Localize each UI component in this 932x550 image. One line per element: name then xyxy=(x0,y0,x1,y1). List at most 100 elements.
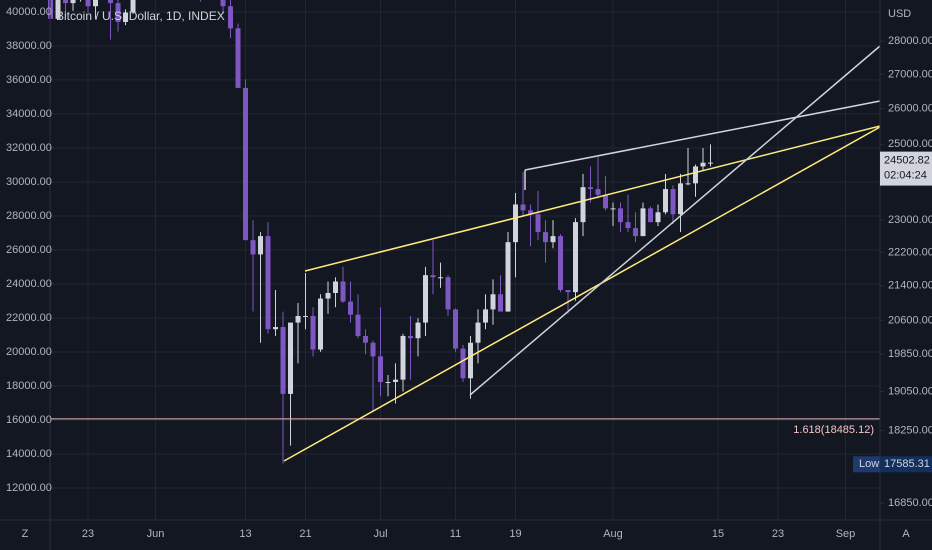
y-tick-label: 32000.00 xyxy=(6,142,52,154)
trend-line xyxy=(283,126,881,462)
y2-tick-label: 18250.00 xyxy=(888,424,932,436)
candle-body xyxy=(445,277,451,310)
y-tick-label: 28000.00 xyxy=(6,210,52,222)
candle-body xyxy=(108,0,114,4)
candle-body xyxy=(438,277,444,279)
corner-button[interactable]: A xyxy=(902,528,910,540)
candle-body xyxy=(460,348,466,379)
candle-body xyxy=(355,314,361,336)
x-tick-label: 11 xyxy=(450,528,461,540)
candle-body xyxy=(678,183,684,215)
candle-body xyxy=(130,0,136,13)
candle-body xyxy=(318,298,324,350)
candle-body xyxy=(48,0,54,19)
y2-tick-label: 19850.00 xyxy=(888,348,932,360)
low-tag-label: Low xyxy=(859,458,879,470)
candle-body xyxy=(280,327,286,394)
candle-body xyxy=(273,327,279,330)
low-tag xyxy=(853,456,880,473)
y2-tick-label: 25000.00 xyxy=(888,138,932,150)
candle-body xyxy=(385,382,391,384)
candle-body xyxy=(693,166,699,184)
grid xyxy=(50,0,880,520)
candle-body xyxy=(505,242,511,312)
y-tick-label: 38000.00 xyxy=(6,40,52,52)
x-tick-label: Aug xyxy=(603,528,623,540)
x-tick-label: Jul xyxy=(373,528,387,540)
candle-body xyxy=(708,162,714,164)
corner-button[interactable]: Z xyxy=(22,528,29,540)
candle-body xyxy=(288,322,294,394)
candle-body xyxy=(400,335,406,380)
y-tick-label: 30000.00 xyxy=(6,176,52,188)
x-tick-label: Jun xyxy=(147,528,165,540)
candle-body xyxy=(468,342,474,379)
y2-tick-label: 26000.00 xyxy=(888,103,932,115)
y2-tick-label: 16850.00 xyxy=(888,497,932,509)
candle-body xyxy=(595,189,601,195)
candle-body xyxy=(243,87,249,241)
candle-body xyxy=(310,315,316,350)
trend-line xyxy=(304,125,881,272)
trend-lines xyxy=(283,45,881,462)
candle-body xyxy=(295,315,301,323)
candle-body xyxy=(55,0,61,19)
currency: USD xyxy=(888,8,911,20)
y2-tick-label: 21400.00 xyxy=(888,280,932,292)
last-price-label: 24502.82 xyxy=(884,155,930,167)
candle-body xyxy=(543,232,549,243)
candle-body xyxy=(573,222,579,293)
candle-body xyxy=(85,0,91,7)
candle-body xyxy=(550,236,556,243)
candle-body xyxy=(633,228,639,237)
y-tick-label: 36000.00 xyxy=(6,74,52,86)
candle-body xyxy=(415,322,421,339)
candle-body xyxy=(610,208,616,210)
countdown: 02:04:24 xyxy=(884,170,927,182)
candle-body xyxy=(685,183,691,185)
candle-body xyxy=(348,301,354,315)
candle-body xyxy=(663,189,669,213)
last-price-box xyxy=(880,151,932,186)
candle-body xyxy=(588,187,594,190)
trend-line xyxy=(524,100,881,171)
candle-body xyxy=(565,289,571,293)
candle-body xyxy=(535,214,541,233)
candle-body xyxy=(93,0,99,7)
candle-body xyxy=(528,210,534,215)
candle-body xyxy=(228,6,234,29)
candle-body xyxy=(483,309,489,323)
candle-body xyxy=(490,294,496,310)
candle-body xyxy=(340,281,346,302)
candle-body xyxy=(333,281,339,293)
candle-body xyxy=(325,292,331,299)
y-tick-label: 16000.00 xyxy=(6,414,52,426)
candle-body xyxy=(220,0,226,7)
candle-body xyxy=(640,208,646,237)
x-tick-label: 23 xyxy=(82,528,94,540)
y2-tick-label: 20600.00 xyxy=(888,314,932,326)
candle-body xyxy=(363,335,369,343)
x-tick-label: 15 xyxy=(712,528,724,540)
candle-body xyxy=(648,208,654,223)
y2-tick-label: 19050.00 xyxy=(888,385,932,397)
axes: 40000.00 38000.00 36000.00 34000.00 32000.00… xyxy=(6,6,932,540)
candle-body xyxy=(453,309,459,349)
fib-label: 1.618(18485.12) xyxy=(793,424,874,436)
candle-body xyxy=(603,194,609,209)
candle-body xyxy=(475,322,481,343)
y-tick-label: 40000.00 xyxy=(6,6,52,18)
x-tick-label: 23 xyxy=(772,528,784,540)
y-tick-label: 14000.00 xyxy=(6,448,52,460)
candle-body xyxy=(670,189,676,215)
candle-body xyxy=(655,212,661,223)
x-tick-label: 13 xyxy=(239,528,251,540)
candle-body xyxy=(70,0,76,4)
candle-body xyxy=(303,315,309,317)
candle-body xyxy=(235,28,241,88)
y-tick-label: 26000.00 xyxy=(6,244,52,256)
candle-body xyxy=(618,208,624,223)
candle-body xyxy=(625,222,631,229)
trend-line xyxy=(469,45,881,396)
